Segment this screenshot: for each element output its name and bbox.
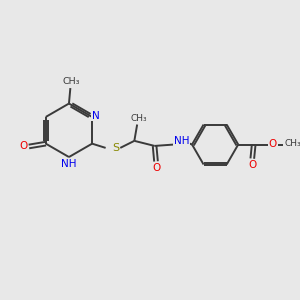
Text: CH₃: CH₃ (62, 76, 80, 85)
Text: NH: NH (174, 136, 189, 146)
Text: CH₃: CH₃ (130, 114, 147, 123)
Text: N: N (92, 110, 100, 121)
Text: O: O (19, 142, 27, 152)
Text: O: O (152, 163, 160, 172)
Text: O: O (248, 160, 256, 170)
Text: CH₃: CH₃ (284, 140, 300, 148)
Text: NH: NH (61, 159, 76, 169)
Text: O: O (268, 139, 277, 149)
Text: S: S (112, 143, 119, 153)
